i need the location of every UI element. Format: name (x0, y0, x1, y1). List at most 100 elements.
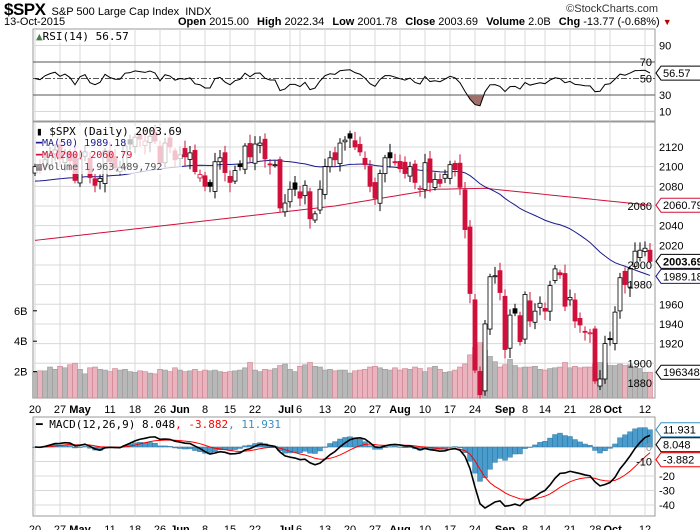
x-axis-tick: 13 (319, 524, 331, 530)
volume-legend-text: Volume 1,963,489,792 (42, 162, 163, 173)
brand-link[interactable]: ©StockCharts.com (566, 3, 658, 15)
candle-body (322, 166, 328, 195)
volume-bar (407, 369, 413, 399)
volume-bar (402, 368, 408, 399)
macd-histogram-bar (237, 446, 243, 449)
candle-body (377, 173, 383, 204)
volume-bar (62, 367, 68, 399)
x-axis-tick: 6 (296, 404, 302, 416)
volume-bar (287, 369, 293, 399)
volume-bar (132, 372, 138, 399)
price-axis-tick: 2100 (659, 162, 683, 174)
x-axis-tick: Jul (278, 524, 294, 530)
candle-body (467, 226, 473, 294)
volume-bar (112, 368, 118, 399)
volume-bar (97, 369, 103, 399)
volume-bar (57, 365, 63, 399)
volume-bar (247, 362, 253, 399)
volume-bar (437, 369, 443, 399)
macd-axis-tick: -30 (659, 486, 675, 498)
exchange: INDX (185, 6, 212, 18)
volume-bar (242, 367, 248, 399)
volume-bar (267, 369, 273, 399)
macd-axis-tick: -10 (636, 457, 652, 469)
candle-body (632, 250, 638, 267)
macd-value-tag-box (655, 437, 700, 453)
price-axis-tick: 1920 (659, 339, 683, 351)
volume-value: 2.0B (528, 16, 551, 28)
candle-body (487, 276, 493, 330)
volume-bar (377, 367, 383, 399)
x-axis-tick: 13 (319, 404, 331, 416)
volume-bar (197, 371, 203, 399)
candle-body (572, 299, 578, 322)
candle-body (472, 299, 478, 371)
macd-histogram-bar (242, 445, 248, 448)
ma200-legend-text: MA(200) 2060.79 (42, 150, 133, 161)
macd-histogram-bar (497, 446, 503, 459)
volume-bar (337, 369, 343, 399)
macd-histogram-bar (542, 441, 548, 448)
volume-bar (532, 365, 538, 399)
candle-body (562, 273, 568, 307)
volume-bar (192, 369, 198, 399)
volume-bar (182, 371, 188, 399)
volume-bar (442, 372, 448, 399)
x-axis-tick: 14 (539, 524, 551, 530)
x-axis-tick: 24 (469, 524, 481, 530)
macd-histogram-bar (297, 446, 303, 453)
volume-bar (282, 363, 288, 399)
macd-histogram-bar (157, 445, 163, 448)
volume-bar (362, 369, 368, 399)
volume-bar (452, 369, 458, 399)
candle-body (252, 143, 258, 164)
volume-bar (277, 365, 283, 399)
volume-bar (582, 366, 588, 399)
candle-body (482, 323, 488, 392)
macd-histogram-bar (177, 446, 183, 449)
candle-body (302, 184, 308, 196)
x-axis-tick: 15 (224, 404, 236, 416)
macd-histogram-bar (627, 431, 633, 448)
ma50-line-icon: ━ (36, 138, 43, 149)
volume-bar (457, 366, 463, 399)
macd-histogram-bar (82, 446, 88, 448)
rsi-panel (32, 28, 656, 122)
volume-bar (207, 370, 213, 399)
low-label: Low (332, 16, 355, 28)
macd-value-tag: 8.048 (663, 440, 691, 452)
x-axis-tick: 26 (154, 404, 166, 416)
macd-histogram-bar (332, 441, 338, 448)
x-axis-tick: Jul (278, 404, 294, 416)
close-value-tag-box (655, 253, 700, 269)
close-label: Close (405, 16, 436, 28)
quote-summary: Open 2015.00 High 2022.34 Low 2001.78 Cl… (173, 16, 672, 28)
volume-bar (142, 371, 148, 399)
volume-bar (552, 367, 558, 399)
volume-bar (42, 370, 48, 399)
volume-bar (522, 366, 528, 399)
volume-bar (557, 366, 563, 399)
x-axis-tick: 20 (344, 524, 356, 530)
volume-bar (467, 354, 473, 399)
price-axis-tick: 2000 (628, 260, 652, 272)
candle-body (292, 182, 298, 190)
candle-body (342, 139, 348, 143)
candle-body (287, 188, 293, 203)
candle-body (452, 163, 458, 171)
macd-hist-legend: , 11.931 (228, 418, 282, 431)
change-value: -13.77 (-0.68%) (583, 16, 660, 28)
candle-body (217, 157, 223, 163)
macd-signal-value-tag-box (655, 452, 700, 468)
candle-body (337, 142, 343, 165)
volume-bar (137, 370, 143, 399)
candle-body (357, 144, 363, 153)
volume-value-tag: 1963489 (663, 367, 700, 379)
candle-body (557, 272, 563, 276)
macd-histogram-bar (517, 446, 523, 455)
volume-bar (577, 367, 583, 399)
macd-histogram-bar (452, 446, 458, 448)
macd-line-icon: ━ (36, 418, 43, 431)
x-axis-tick: May (69, 404, 91, 416)
